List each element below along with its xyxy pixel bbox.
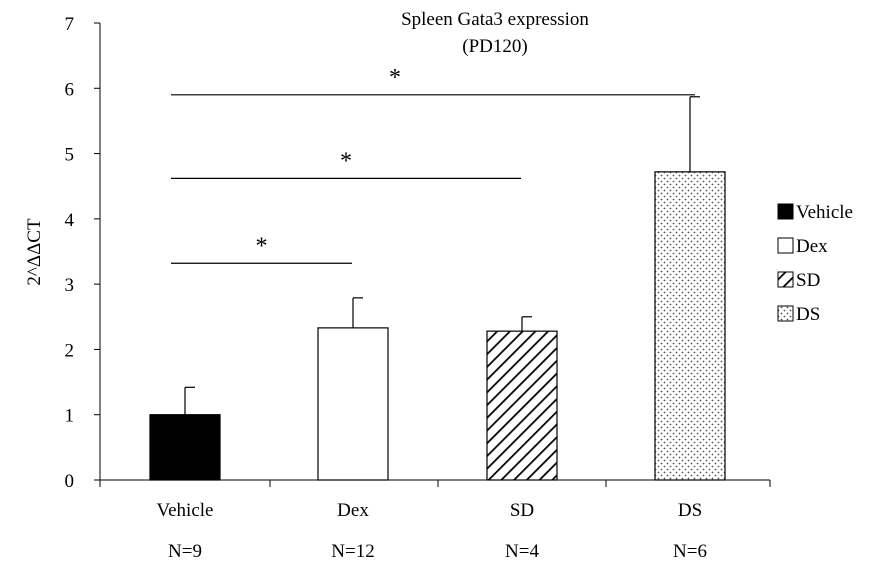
y-tick-label: 4 — [65, 210, 75, 231]
x-category-label: SD — [510, 500, 534, 521]
y-tick-label: 1 — [65, 406, 75, 427]
y-axis: 0 1 2 3 4 5 6 7 — [65, 14, 101, 492]
bar-ds — [654, 171, 726, 481]
significance-markers: * * * — [171, 65, 695, 264]
legend-swatch — [777, 237, 794, 254]
y-tick-label: 6 — [65, 79, 75, 100]
bar-vehicle — [149, 414, 221, 481]
legend-label: DS — [796, 304, 820, 325]
error-bars — [184, 96, 700, 415]
bars — [149, 171, 726, 481]
y-tick-label: 5 — [65, 145, 75, 166]
legend: Vehicle Dex SD DS — [777, 202, 853, 325]
bar-sd — [486, 330, 558, 481]
chart-title: Spleen Gata3 expression — [401, 9, 589, 30]
x-category-label: Vehicle — [157, 500, 214, 521]
y-axis-label: 2^ΔΔCT — [24, 218, 45, 286]
x-category-label: DS — [678, 500, 702, 521]
significance-asterisk: * — [256, 233, 268, 259]
legend-label: Dex — [796, 236, 828, 257]
chart-subtitle: (PD120) — [462, 36, 527, 57]
sample-size-label: N=4 — [505, 541, 539, 562]
legend-swatch — [777, 305, 794, 322]
significance-asterisk: * — [389, 65, 401, 91]
y-tick-label: 3 — [65, 275, 75, 296]
x-category-label: Dex — [337, 500, 369, 521]
y-tick-label: 0 — [65, 471, 75, 492]
bar-dex — [317, 327, 389, 481]
legend-swatch — [777, 271, 794, 288]
legend-label: Vehicle — [796, 202, 853, 223]
legend-label: SD — [796, 270, 820, 291]
legend-swatch — [777, 203, 794, 220]
significance-asterisk: * — [340, 148, 352, 174]
sample-size-label: N=6 — [673, 541, 707, 562]
sample-size-label: N=9 — [168, 541, 202, 562]
sample-size-label: N=12 — [331, 541, 374, 562]
y-tick-label: 2 — [65, 340, 75, 361]
y-tick-label: 7 — [65, 14, 75, 35]
x-axis: Vehicle N=9 Dex N=12 SD N=4 DS N=6 — [99, 479, 771, 562]
